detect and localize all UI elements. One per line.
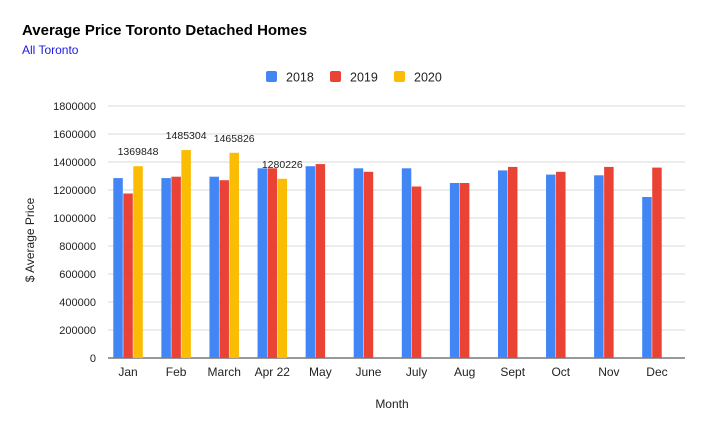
legend: 2018 2019 2020 xyxy=(266,71,442,85)
legend-label: 2020 xyxy=(414,71,442,85)
legend-label: 2018 xyxy=(286,71,314,85)
y-axis-ticks: 0 200000 400000 600000 800000 1000000 1200000 1… xyxy=(53,101,96,365)
y-tick-label: 1800000 xyxy=(53,101,96,113)
x-axis-label: Month xyxy=(375,397,408,411)
bar-2018-dec xyxy=(642,197,652,358)
bar-2019-nov xyxy=(604,166,614,358)
bar-2019-july xyxy=(411,186,422,358)
bar-2019-feb xyxy=(171,176,181,358)
bar-2019-jan xyxy=(123,193,133,358)
grid-lines xyxy=(108,105,685,359)
x-tick-label: June xyxy=(355,365,381,379)
chart-subtitle: All Toronto xyxy=(22,43,79,57)
x-tick-label: Aug xyxy=(454,365,475,379)
bar-2019-dec xyxy=(652,167,662,358)
legend-swatch xyxy=(266,71,277,82)
bar-2018-july xyxy=(401,168,412,358)
x-tick-label: May xyxy=(309,365,332,379)
bar-2018-feb xyxy=(161,178,171,358)
bar-2019-march xyxy=(219,180,229,358)
bar-2018-jan xyxy=(113,178,123,358)
y-tick-label: 1400000 xyxy=(53,157,96,169)
x-tick-label: Jan xyxy=(118,365,137,379)
legend-swatch xyxy=(394,71,405,82)
legend-swatch xyxy=(330,71,341,82)
y-tick-label: 200000 xyxy=(59,325,96,337)
y-tick-label: 800000 xyxy=(59,241,96,253)
y-tick-label: 0 xyxy=(90,353,96,365)
bar-2018-apr-22 xyxy=(257,168,268,358)
y-tick-label: 1200000 xyxy=(53,185,96,197)
x-tick-label: Oct xyxy=(551,365,570,379)
y-axis-label: $ Average Price xyxy=(23,197,37,282)
y-tick-label: 1000000 xyxy=(53,213,96,225)
y-tick-label: 1600000 xyxy=(53,129,96,141)
bar-2019-oct xyxy=(556,171,566,358)
bar-2020-march xyxy=(229,152,239,358)
bar-2019-sept xyxy=(507,166,518,358)
x-axis-ticks: Jan Feb March Apr 22 May June July Aug Sept Oct No… xyxy=(118,365,667,379)
x-tick-label: March xyxy=(208,365,241,379)
x-tick-label: Apr 22 xyxy=(255,365,291,379)
bar-2019-aug xyxy=(459,183,470,358)
x-tick-label: Nov xyxy=(598,365,619,379)
bar-2020-jan xyxy=(133,166,143,358)
bar-2018-may xyxy=(305,166,316,358)
x-tick-label: July xyxy=(406,365,427,379)
data-label: 1485304 xyxy=(166,130,207,142)
x-tick-label: Sept xyxy=(500,365,525,379)
legend-label: 2019 xyxy=(350,71,378,85)
bars xyxy=(113,150,662,358)
bar-2018-june xyxy=(353,168,364,358)
y-tick-label: 600000 xyxy=(59,269,96,281)
bar-2019-may xyxy=(315,164,326,358)
bar-2018-sept xyxy=(497,170,508,358)
x-tick-label: Feb xyxy=(166,365,187,379)
data-label: 1465826 xyxy=(214,133,255,145)
bar-2018-oct xyxy=(546,174,556,358)
bar-2018-march xyxy=(209,176,219,358)
x-tick-label: Dec xyxy=(646,365,667,379)
data-label: 1369848 xyxy=(118,146,159,158)
chart-title: Average Price Toronto Detached Homes xyxy=(22,22,307,39)
bar-2020-apr-22 xyxy=(277,178,288,358)
bar-2019-june xyxy=(363,171,374,358)
bar-2018-aug xyxy=(449,183,460,358)
bar-2020-feb xyxy=(181,150,191,358)
bar-2018-nov xyxy=(594,175,604,358)
data-label: 1280226 xyxy=(262,159,303,171)
y-tick-label: 400000 xyxy=(59,297,96,309)
data-labels: 1369848 1485304 1465826 1280226 xyxy=(118,130,303,171)
bar-2019-apr-22 xyxy=(267,168,278,358)
